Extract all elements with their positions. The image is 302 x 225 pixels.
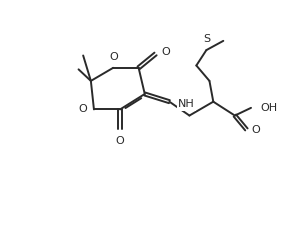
Text: O: O	[252, 125, 261, 135]
Text: OH: OH	[260, 103, 278, 113]
Text: NH: NH	[178, 99, 195, 109]
Text: O: O	[78, 104, 87, 114]
Text: O: O	[110, 52, 118, 62]
Text: O: O	[116, 136, 124, 146]
Text: O: O	[162, 47, 170, 57]
Text: S: S	[204, 34, 211, 44]
